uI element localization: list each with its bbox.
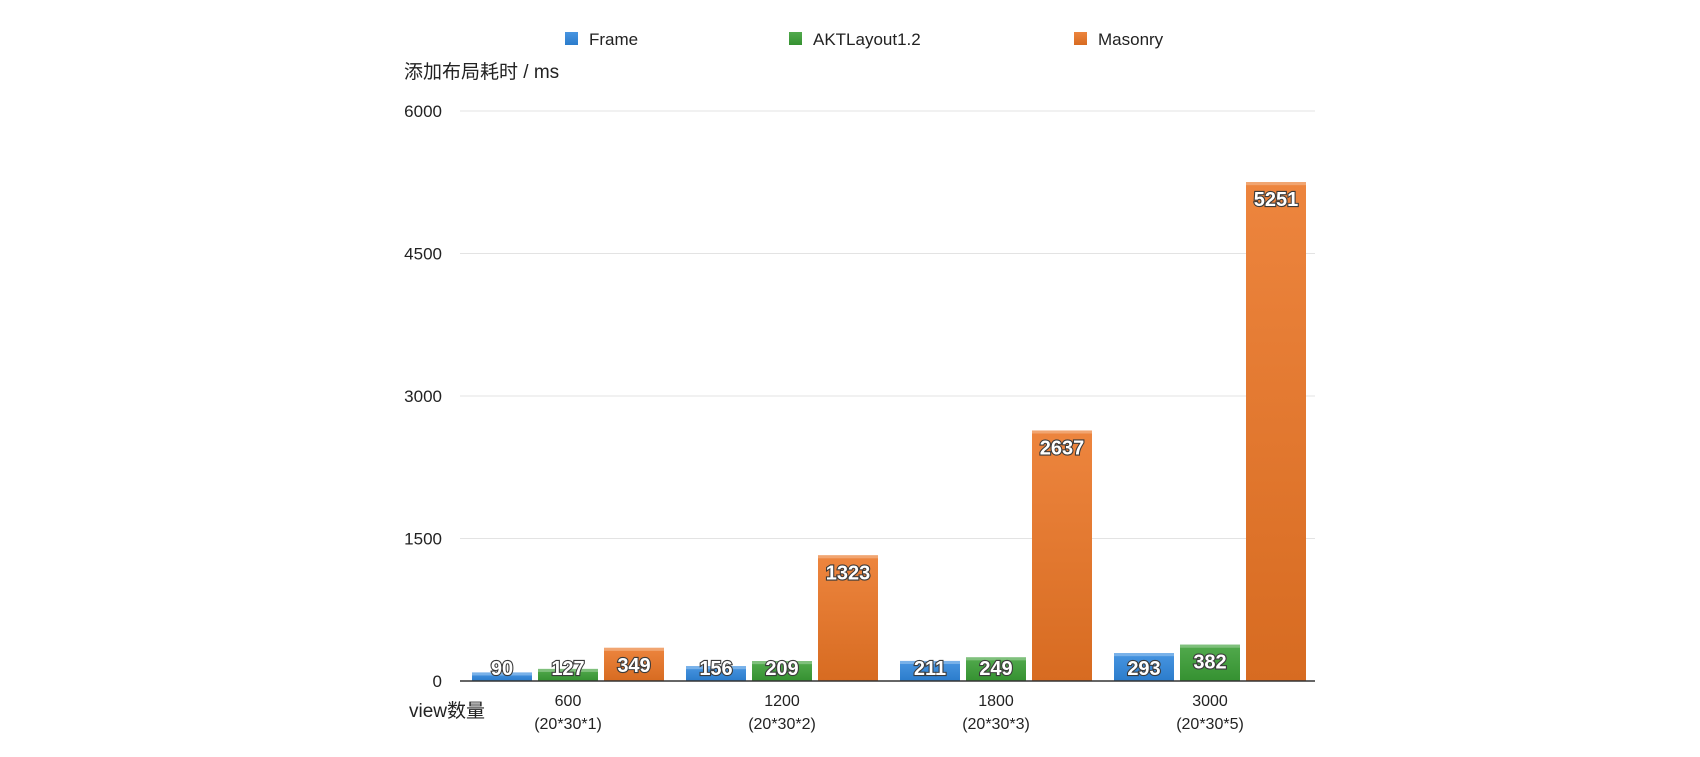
bar-highlight [1246,182,1306,186]
x-tick-sublabel: (20*30*3) [962,716,1030,733]
data-label: 156 [699,658,732,680]
legend-item: Masonry [1074,30,1164,49]
x-tick-label: 600 [555,693,582,710]
data-label: 349 [617,655,650,677]
bar-highlight [686,666,746,670]
axes: 0 1500 3000 4500 6000 添加布局耗时 / ms view数量 600 (20… [404,61,1315,733]
data-label: 211 [914,658,946,680]
legend-swatch [565,32,578,45]
bar-frame [472,672,532,681]
x-tick-sublabel: (20*30*2) [748,716,816,733]
y-tick-label: 0 [433,672,442,691]
bar-highlight [538,668,598,672]
x-tick-label: 1800 [978,693,1014,710]
y-axis-title: 添加布局耗时 / ms [404,61,559,83]
bar-frame [900,660,960,681]
legend-swatch [1074,32,1087,45]
bar-highlight [900,660,960,664]
bar-aktlayout1-2 [966,657,1026,681]
x-tick-label: 3000 [1192,693,1228,710]
y-tick-label: 6000 [404,102,442,121]
data-label: 293 [1127,658,1160,680]
bar-aktlayout1-2 [752,661,812,681]
bar-highlight [818,555,878,559]
bar-masonry [1032,430,1092,681]
bars [472,182,1306,681]
bar-aktlayout1-2 [1180,644,1240,681]
bar-highlight [1114,653,1174,657]
legend-item: Frame [565,30,638,49]
bar-frame [686,666,746,681]
bar-masonry [604,647,664,681]
data-label: 382 [1193,652,1226,674]
data-label: 127 [551,658,584,680]
data-label: 2637 [1040,437,1085,459]
x-tick-sublabel: (20*30*5) [1176,716,1244,733]
legend-label: AKTLayout1.2 [813,30,921,49]
bar-frame [1114,653,1174,681]
y-tick-label: 4500 [404,245,442,264]
data-labels: 90 127 349 156 209 1323 211 249 2637 293 382 5251 [490,188,1300,681]
y-tick-label: 3000 [404,387,442,406]
bar-highlight [1032,430,1092,434]
legend-label: Masonry [1098,30,1164,49]
bar-highlight [472,672,532,676]
legend-label: Frame [589,30,638,49]
x-tick-label: 1200 [764,693,800,710]
bar-highlight [966,657,1026,661]
grid [460,110,1315,539]
bar-masonry [818,555,878,681]
bar-aktlayout1-2 [538,668,598,681]
legend-item: AKTLayout1.2 [789,30,921,49]
data-label: 1323 [826,562,871,584]
bar-highlight [1180,644,1240,648]
x-tick-sublabel: (20*30*1) [534,716,602,733]
legend: Frame AKTLayout1.2 Masonry [565,30,1164,49]
x-axis-title: view数量 [409,700,485,722]
bar-masonry [1246,182,1306,681]
data-label: 5251 [1254,189,1299,211]
bar-highlight [752,661,812,665]
bar-highlight [604,647,664,651]
data-label: 249 [979,658,1012,680]
y-tick-label: 1500 [404,530,442,549]
data-label: 209 [765,658,798,680]
legend-swatch [789,32,802,45]
data-label: 90 [491,658,513,680]
